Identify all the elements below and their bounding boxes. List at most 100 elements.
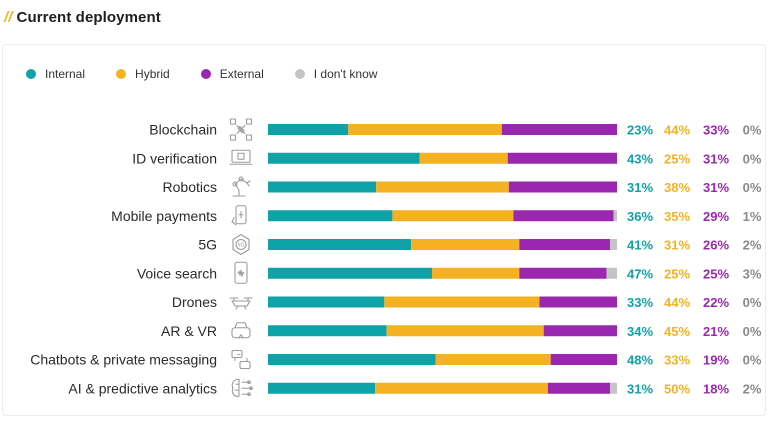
legend-dot-hybrid (116, 69, 127, 79)
value-label-external-voice-search: 25% (703, 266, 729, 281)
bar-internal-voice-search (268, 267, 433, 279)
value-label-unknown-chatbots-private-messaging: 0% (743, 353, 762, 368)
bar-internal-ar-vr (268, 325, 387, 337)
value-label-internal-5g: 41% (627, 238, 653, 253)
category-label-5g: 5G (198, 237, 217, 253)
vr-headset-icon (231, 322, 251, 339)
bar-hybrid-ai-predictive-analytics (375, 382, 548, 394)
value-label-hybrid-blockchain: 44% (664, 123, 690, 138)
value-label-unknown-blockchain: 0% (743, 123, 762, 138)
chart-legend: Internal Hybrid External I don't know (26, 67, 408, 81)
bar-unknown-voice-search (606, 267, 617, 279)
id-verification-icon (229, 149, 253, 165)
value-label-hybrid-voice-search: 25% (664, 266, 690, 281)
value-label-hybrid-mobile-payments: 35% (664, 209, 690, 224)
bar-external-ar-vr (543, 325, 617, 337)
value-label-hybrid-robotics: 38% (664, 180, 690, 195)
value-label-internal-voice-search: 47% (627, 266, 653, 281)
category-label-id-verification: ID verification (132, 150, 217, 166)
value-label-unknown-drones: 0% (743, 295, 762, 310)
ai-brain-icon (231, 378, 253, 397)
bar-hybrid-ar-vr (386, 325, 544, 337)
value-label-external-mobile-payments: 29% (703, 209, 729, 224)
bar-internal-drones (268, 296, 385, 308)
legend-label-hybrid: Hybrid (135, 67, 170, 81)
value-label-internal-id-verification: 43% (627, 151, 653, 166)
bar-unknown-ai-predictive-analytics (610, 382, 617, 394)
value-label-external-id-verification: 31% (703, 151, 729, 166)
value-label-internal-blockchain: 23% (627, 123, 653, 138)
value-label-unknown-ai-predictive-analytics: 2% (743, 381, 762, 396)
legend-dot-external (200, 69, 211, 79)
drone-icon (229, 297, 253, 310)
value-label-hybrid-chatbots-private-messaging: 33% (664, 353, 690, 368)
bar-external-drones (539, 296, 617, 308)
bar-unknown-mobile-payments (613, 210, 617, 222)
value-label-external-drones: 22% (703, 295, 729, 310)
category-label-ar-vr: AR & VR (161, 323, 217, 339)
legend-dot-internal (26, 69, 36, 79)
bar-hybrid-5g (411, 239, 520, 250)
svg-text:5G: 5G (238, 243, 245, 249)
bar-hybrid-id-verification (419, 152, 508, 164)
bar-external-ai-predictive-analytics (547, 382, 611, 394)
legend-item-external: External (200, 67, 264, 81)
value-label-hybrid-ai-predictive-analytics: 50% (664, 381, 690, 396)
value-label-unknown-ar-vr: 0% (743, 324, 762, 339)
mobile-payment-icon (231, 205, 247, 226)
bar-internal-ai-predictive-analytics (268, 382, 376, 394)
category-label-drones: Drones (172, 294, 217, 310)
value-label-internal-robotics: 31% (627, 180, 653, 195)
category-label-ai-predictive-analytics: AI & predictive analytics (68, 380, 217, 396)
value-label-hybrid-ar-vr: 45% (664, 324, 690, 339)
chatbot-icon (231, 349, 251, 370)
value-label-unknown-mobile-payments: 1% (743, 209, 762, 224)
bar-hybrid-voice-search (432, 267, 520, 279)
bar-internal-5g (268, 239, 412, 250)
legend-item-hybrid: Hybrid (116, 67, 170, 81)
category-label-mobile-payments: Mobile payments (111, 208, 217, 224)
value-label-internal-chatbots-private-messaging: 48% (627, 353, 653, 368)
title-prefix: // (4, 9, 13, 26)
category-label-voice-search: Voice search (137, 265, 217, 281)
value-label-hybrid-id-verification: 25% (664, 151, 690, 166)
category-label-robotics: Robotics (163, 179, 217, 195)
bar-external-id-verification (507, 152, 617, 164)
blockchain-icon (229, 118, 253, 141)
bar-hybrid-mobile-payments (392, 210, 514, 222)
value-label-hybrid-drones: 44% (664, 295, 690, 310)
legend-label-external: External (219, 67, 264, 81)
bar-external-robotics (508, 181, 617, 193)
category-label-blockchain: Blockchain (149, 122, 217, 138)
bar-internal-blockchain (268, 124, 349, 135)
bar-internal-chatbots-private-messaging (268, 354, 436, 365)
robot-arm-icon (232, 176, 251, 197)
value-label-external-5g: 26% (703, 238, 729, 253)
page-title: //Current deployment (4, 9, 161, 26)
bar-internal-mobile-payments (268, 210, 393, 222)
value-label-external-robotics: 31% (703, 180, 729, 195)
bar-internal-robotics (268, 181, 377, 193)
legend-dot-unknown (294, 69, 305, 79)
title-text: Current deployment (16, 9, 161, 26)
voice-search-icon (234, 261, 248, 284)
bar-hybrid-chatbots-private-messaging (435, 354, 551, 365)
bar-hybrid-drones (384, 296, 540, 308)
bar-external-mobile-payments (513, 210, 614, 222)
value-label-external-ar-vr: 21% (703, 324, 729, 339)
legend-item-unknown: I don't know (294, 67, 378, 81)
value-label-unknown-robotics: 0% (743, 180, 762, 195)
legend-label-internal: Internal (45, 67, 86, 81)
bar-hybrid-blockchain (348, 124, 502, 135)
bar-external-blockchain (501, 124, 617, 135)
legend-label-unknown: I don't know (313, 67, 378, 81)
legend-item-internal: Internal (26, 67, 85, 81)
value-label-external-chatbots-private-messaging: 19% (703, 353, 729, 368)
bar-external-5g (519, 239, 611, 250)
bar-external-chatbots-private-messaging (550, 354, 617, 365)
value-label-external-blockchain: 33% (703, 123, 729, 138)
bar-hybrid-robotics (376, 181, 509, 193)
value-label-external-ai-predictive-analytics: 18% (703, 381, 729, 396)
value-label-unknown-voice-search: 3% (743, 266, 762, 281)
value-label-internal-ai-predictive-analytics: 31% (627, 381, 653, 396)
